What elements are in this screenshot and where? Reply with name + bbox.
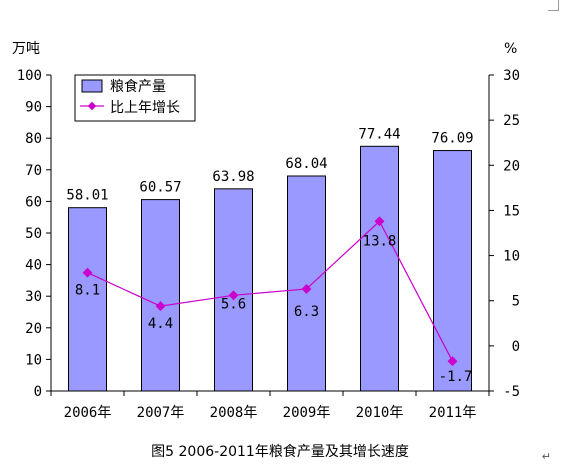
legend-bar-swatch xyxy=(81,79,103,93)
bar-value-label: 60.57 xyxy=(139,180,181,196)
x-tick-label: 2009年 xyxy=(283,405,331,421)
bar-series xyxy=(68,145,472,392)
right-y-tick-label: 10 xyxy=(503,249,520,265)
growth-line xyxy=(87,220,454,362)
growth-line-series xyxy=(82,216,458,367)
line-point-marker xyxy=(155,301,166,312)
right-y-tick-label: 15 xyxy=(503,203,520,219)
paragraph-mark: ↵ xyxy=(541,450,551,463)
right-y-tick-label: 25 xyxy=(503,113,520,129)
legend-bar-label: 粮食产量 xyxy=(110,78,166,95)
line-value-label: -1.7 xyxy=(439,369,473,385)
chart-axes: 0 10 20 30 40 50 60 70 80 90 100 万吨 -5 0 5 10 15 20 25 30% 2… xyxy=(12,41,520,421)
right-y-tick-label: 30 xyxy=(503,68,520,84)
left-y-tick-label: 90 xyxy=(25,100,42,116)
bar xyxy=(141,199,180,392)
right-y-tick-label: 20 xyxy=(503,158,520,174)
right-y-tick-label: 5 xyxy=(512,294,520,310)
left-y-tick-label: 20 xyxy=(25,321,42,337)
legend-line-label: 比上年增长 xyxy=(110,100,180,116)
line-point-marker xyxy=(374,216,385,227)
bar-value-label: 58.01 xyxy=(66,188,108,204)
left-y-tick-label: 50 xyxy=(25,226,42,242)
x-tick-label: 2011年 xyxy=(429,405,477,421)
chart-caption: 图5 2006-2011年粮食产量及其增长速度 xyxy=(151,443,409,460)
page-corner-mark xyxy=(548,0,559,11)
line-value-label: 6.3 xyxy=(294,304,319,320)
left-y-tick-label: 0 xyxy=(34,384,42,400)
line-point-marker xyxy=(228,290,239,301)
x-tick-label: 2006年 xyxy=(64,405,112,421)
x-tick-label: 2008年 xyxy=(210,405,258,421)
line-point-marker xyxy=(447,356,458,367)
left-y-tick-label: 80 xyxy=(25,131,42,147)
line-value-label: 4.4 xyxy=(148,316,173,332)
left-y-unit: 万吨 xyxy=(12,41,40,57)
x-tick-label: 2010年 xyxy=(356,405,404,421)
bar-value-label: 63.98 xyxy=(212,169,254,185)
bar xyxy=(433,150,472,392)
left-y-tick-label: 100 xyxy=(17,68,42,84)
bar-value-label: 68.04 xyxy=(285,156,327,172)
right-y-unit: % xyxy=(504,41,517,57)
left-y-tick-label: 40 xyxy=(25,258,42,274)
bar xyxy=(287,175,326,392)
line-value-label: 8.1 xyxy=(75,283,100,299)
left-y-tick-label: 10 xyxy=(25,352,42,368)
left-y-tick-label: 60 xyxy=(25,194,42,210)
x-tick-label: 2007年 xyxy=(137,405,185,421)
line-value-label: 13.8 xyxy=(363,233,397,249)
bar xyxy=(360,145,399,392)
bar xyxy=(214,188,253,392)
left-y-tick-label: 30 xyxy=(25,289,42,305)
bar xyxy=(68,207,107,392)
bar-value-label: 76.09 xyxy=(431,131,473,147)
right-y-tick-label: -5 xyxy=(503,384,520,400)
data-labels: 58.01 60.57 63.98 68.04 77.44 76.09 8.1 4.4 5.6 6… xyxy=(66,126,473,385)
line-point-marker xyxy=(301,284,312,294)
right-y-tick-label: 0 xyxy=(512,339,520,355)
left-y-tick-label: 70 xyxy=(25,163,42,179)
bar-value-label: 77.44 xyxy=(358,126,400,142)
legend-line-marker xyxy=(87,101,97,111)
line-value-label: 5.6 xyxy=(221,296,246,312)
